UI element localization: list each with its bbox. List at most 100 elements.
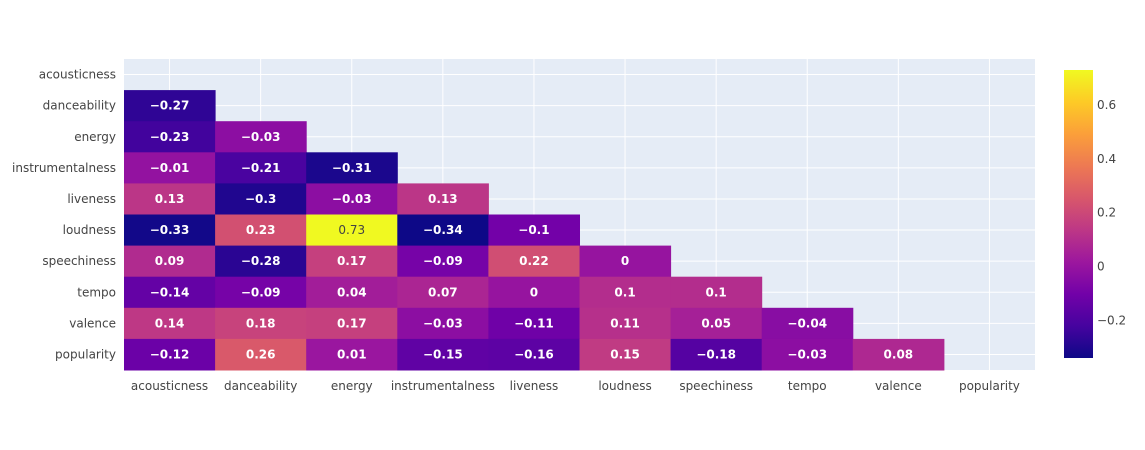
cell-value-label: −0.14 bbox=[150, 285, 190, 299]
y-tick-label: popularity bbox=[55, 347, 116, 361]
cell-value-label: −0.23 bbox=[150, 130, 190, 144]
y-tick-label: liveness bbox=[67, 192, 116, 206]
cell-value-label: −0.21 bbox=[241, 161, 281, 175]
heatmap-cell bbox=[397, 214, 489, 247]
x-tick-label: danceability bbox=[224, 379, 297, 393]
heatmap-cell bbox=[397, 307, 489, 340]
x-tick-label: liveness bbox=[510, 379, 559, 393]
x-tick-label: energy bbox=[331, 379, 373, 393]
cell-value-label: −0.03 bbox=[241, 130, 281, 144]
heatmap-cell bbox=[124, 152, 216, 184]
heatmap-cell bbox=[306, 245, 398, 278]
heatmap-cell bbox=[215, 183, 307, 215]
heatmap-cell bbox=[306, 276, 398, 309]
cell-value-label: 0.08 bbox=[884, 347, 914, 361]
cell-value-label: 0.14 bbox=[155, 316, 185, 330]
heatmap-cell bbox=[124, 276, 216, 309]
x-tick-label: instrumentalness bbox=[391, 379, 495, 393]
cell-value-label: 0 bbox=[530, 285, 538, 299]
cell-value-label: −0.01 bbox=[150, 161, 190, 175]
heatmap-cell bbox=[488, 276, 580, 309]
y-tick-label: energy bbox=[74, 130, 116, 144]
cell-value-label: 0.09 bbox=[155, 254, 185, 268]
heatmap-cell bbox=[670, 307, 763, 340]
cell-value-label: 0.1 bbox=[614, 285, 635, 299]
heatmap-cell bbox=[124, 214, 216, 247]
heatmap-cell bbox=[579, 307, 672, 340]
heatmap-cell bbox=[215, 307, 307, 340]
heatmap-cell bbox=[397, 276, 489, 309]
heatmap-cell bbox=[579, 276, 672, 309]
heatmap-cell bbox=[579, 245, 672, 278]
heatmap-cell bbox=[124, 307, 216, 340]
y-axis-tick-labels: acousticness danceability energy instrument… bbox=[12, 68, 116, 362]
cell-value-label: 0.1 bbox=[706, 285, 727, 299]
heatmap-cell bbox=[215, 152, 307, 184]
heatmap-cell bbox=[215, 214, 307, 247]
heatmap-cell bbox=[215, 338, 307, 371]
cell-value-label: −0.03 bbox=[332, 192, 372, 206]
cell-value-label: −0.11 bbox=[514, 316, 554, 330]
cell-value-label: −0.33 bbox=[150, 223, 190, 237]
cell-value-label: −0.3 bbox=[245, 192, 276, 206]
y-tick-label: acousticness bbox=[39, 68, 116, 82]
heatmap-cell bbox=[124, 338, 216, 371]
heatmap-cell bbox=[306, 307, 398, 340]
cell-value-label: −0.04 bbox=[787, 316, 827, 330]
cell-value-label: 0.15 bbox=[610, 347, 640, 361]
cell-value-label: 0.13 bbox=[155, 192, 185, 206]
heatmap-cell bbox=[306, 152, 398, 184]
cell-value-label: 0.23 bbox=[246, 223, 276, 237]
heatmap-cell bbox=[397, 338, 489, 371]
colorbar-tick-label: 0.4 bbox=[1097, 152, 1116, 166]
cell-value-label: 0 bbox=[621, 254, 629, 268]
heatmap-cell bbox=[124, 183, 216, 215]
y-tick-label: speechiness bbox=[42, 254, 116, 268]
cell-value-label: 0.17 bbox=[337, 254, 367, 268]
heatmap-cell bbox=[488, 214, 580, 247]
x-tick-label: acousticness bbox=[131, 379, 208, 393]
colorbar-tick-label: 0 bbox=[1097, 259, 1105, 273]
cell-value-label: −0.09 bbox=[423, 254, 463, 268]
cell-value-label: −0.15 bbox=[423, 347, 463, 361]
x-axis-tick-labels: acousticness danceability energy instrument… bbox=[131, 379, 1020, 393]
heatmap-cell bbox=[761, 307, 854, 340]
cell-value-label: 0.13 bbox=[428, 192, 458, 206]
heatmap-cell bbox=[306, 338, 398, 371]
heatmap-cell bbox=[215, 276, 307, 309]
cell-value-label: 0.26 bbox=[246, 347, 276, 361]
colorbar-tick-label: 0.6 bbox=[1097, 98, 1116, 112]
heatmap-cell bbox=[124, 90, 216, 122]
cell-value-label: −0.03 bbox=[423, 316, 463, 330]
heatmap-cell bbox=[852, 338, 945, 371]
colorbar-tick-label: 0.2 bbox=[1097, 206, 1116, 220]
cell-value-label: 0.05 bbox=[701, 316, 731, 330]
heatmap-cell bbox=[124, 245, 216, 278]
colorbar bbox=[1064, 70, 1093, 358]
x-tick-label: valence bbox=[875, 379, 922, 393]
cell-value-label: 0.22 bbox=[519, 254, 549, 268]
heatmap-cell bbox=[306, 214, 398, 247]
cell-value-label: −0.16 bbox=[514, 347, 554, 361]
colorbar-tick-label: −0.2 bbox=[1097, 313, 1126, 327]
y-tick-label: instrumentalness bbox=[12, 161, 116, 175]
heatmap-cell bbox=[670, 338, 763, 371]
heatmap-cell bbox=[488, 338, 580, 371]
heatmap-cell bbox=[761, 338, 854, 371]
heatmap-cell bbox=[124, 121, 216, 153]
x-tick-label: loudness bbox=[598, 379, 651, 393]
y-tick-label: tempo bbox=[77, 285, 116, 299]
cell-value-label: −0.12 bbox=[150, 347, 190, 361]
heatmap-cell bbox=[579, 338, 672, 371]
y-tick-label: loudness bbox=[63, 223, 116, 237]
cell-value-label: 0.73 bbox=[338, 223, 365, 237]
y-tick-label: danceability bbox=[43, 99, 116, 113]
cell-value-label: −0.28 bbox=[241, 254, 281, 268]
cell-value-label: −0.34 bbox=[423, 223, 463, 237]
heatmap-cell bbox=[215, 245, 307, 278]
cell-value-label: 0.07 bbox=[428, 285, 458, 299]
x-tick-label: speechiness bbox=[679, 379, 753, 393]
heatmap-cell-labels: −0.27 −0.23 −0.03 −0.01 −0.21 −0.31 0.13 −0.3 −0… bbox=[150, 99, 913, 362]
cell-value-label: 0.17 bbox=[337, 316, 367, 330]
